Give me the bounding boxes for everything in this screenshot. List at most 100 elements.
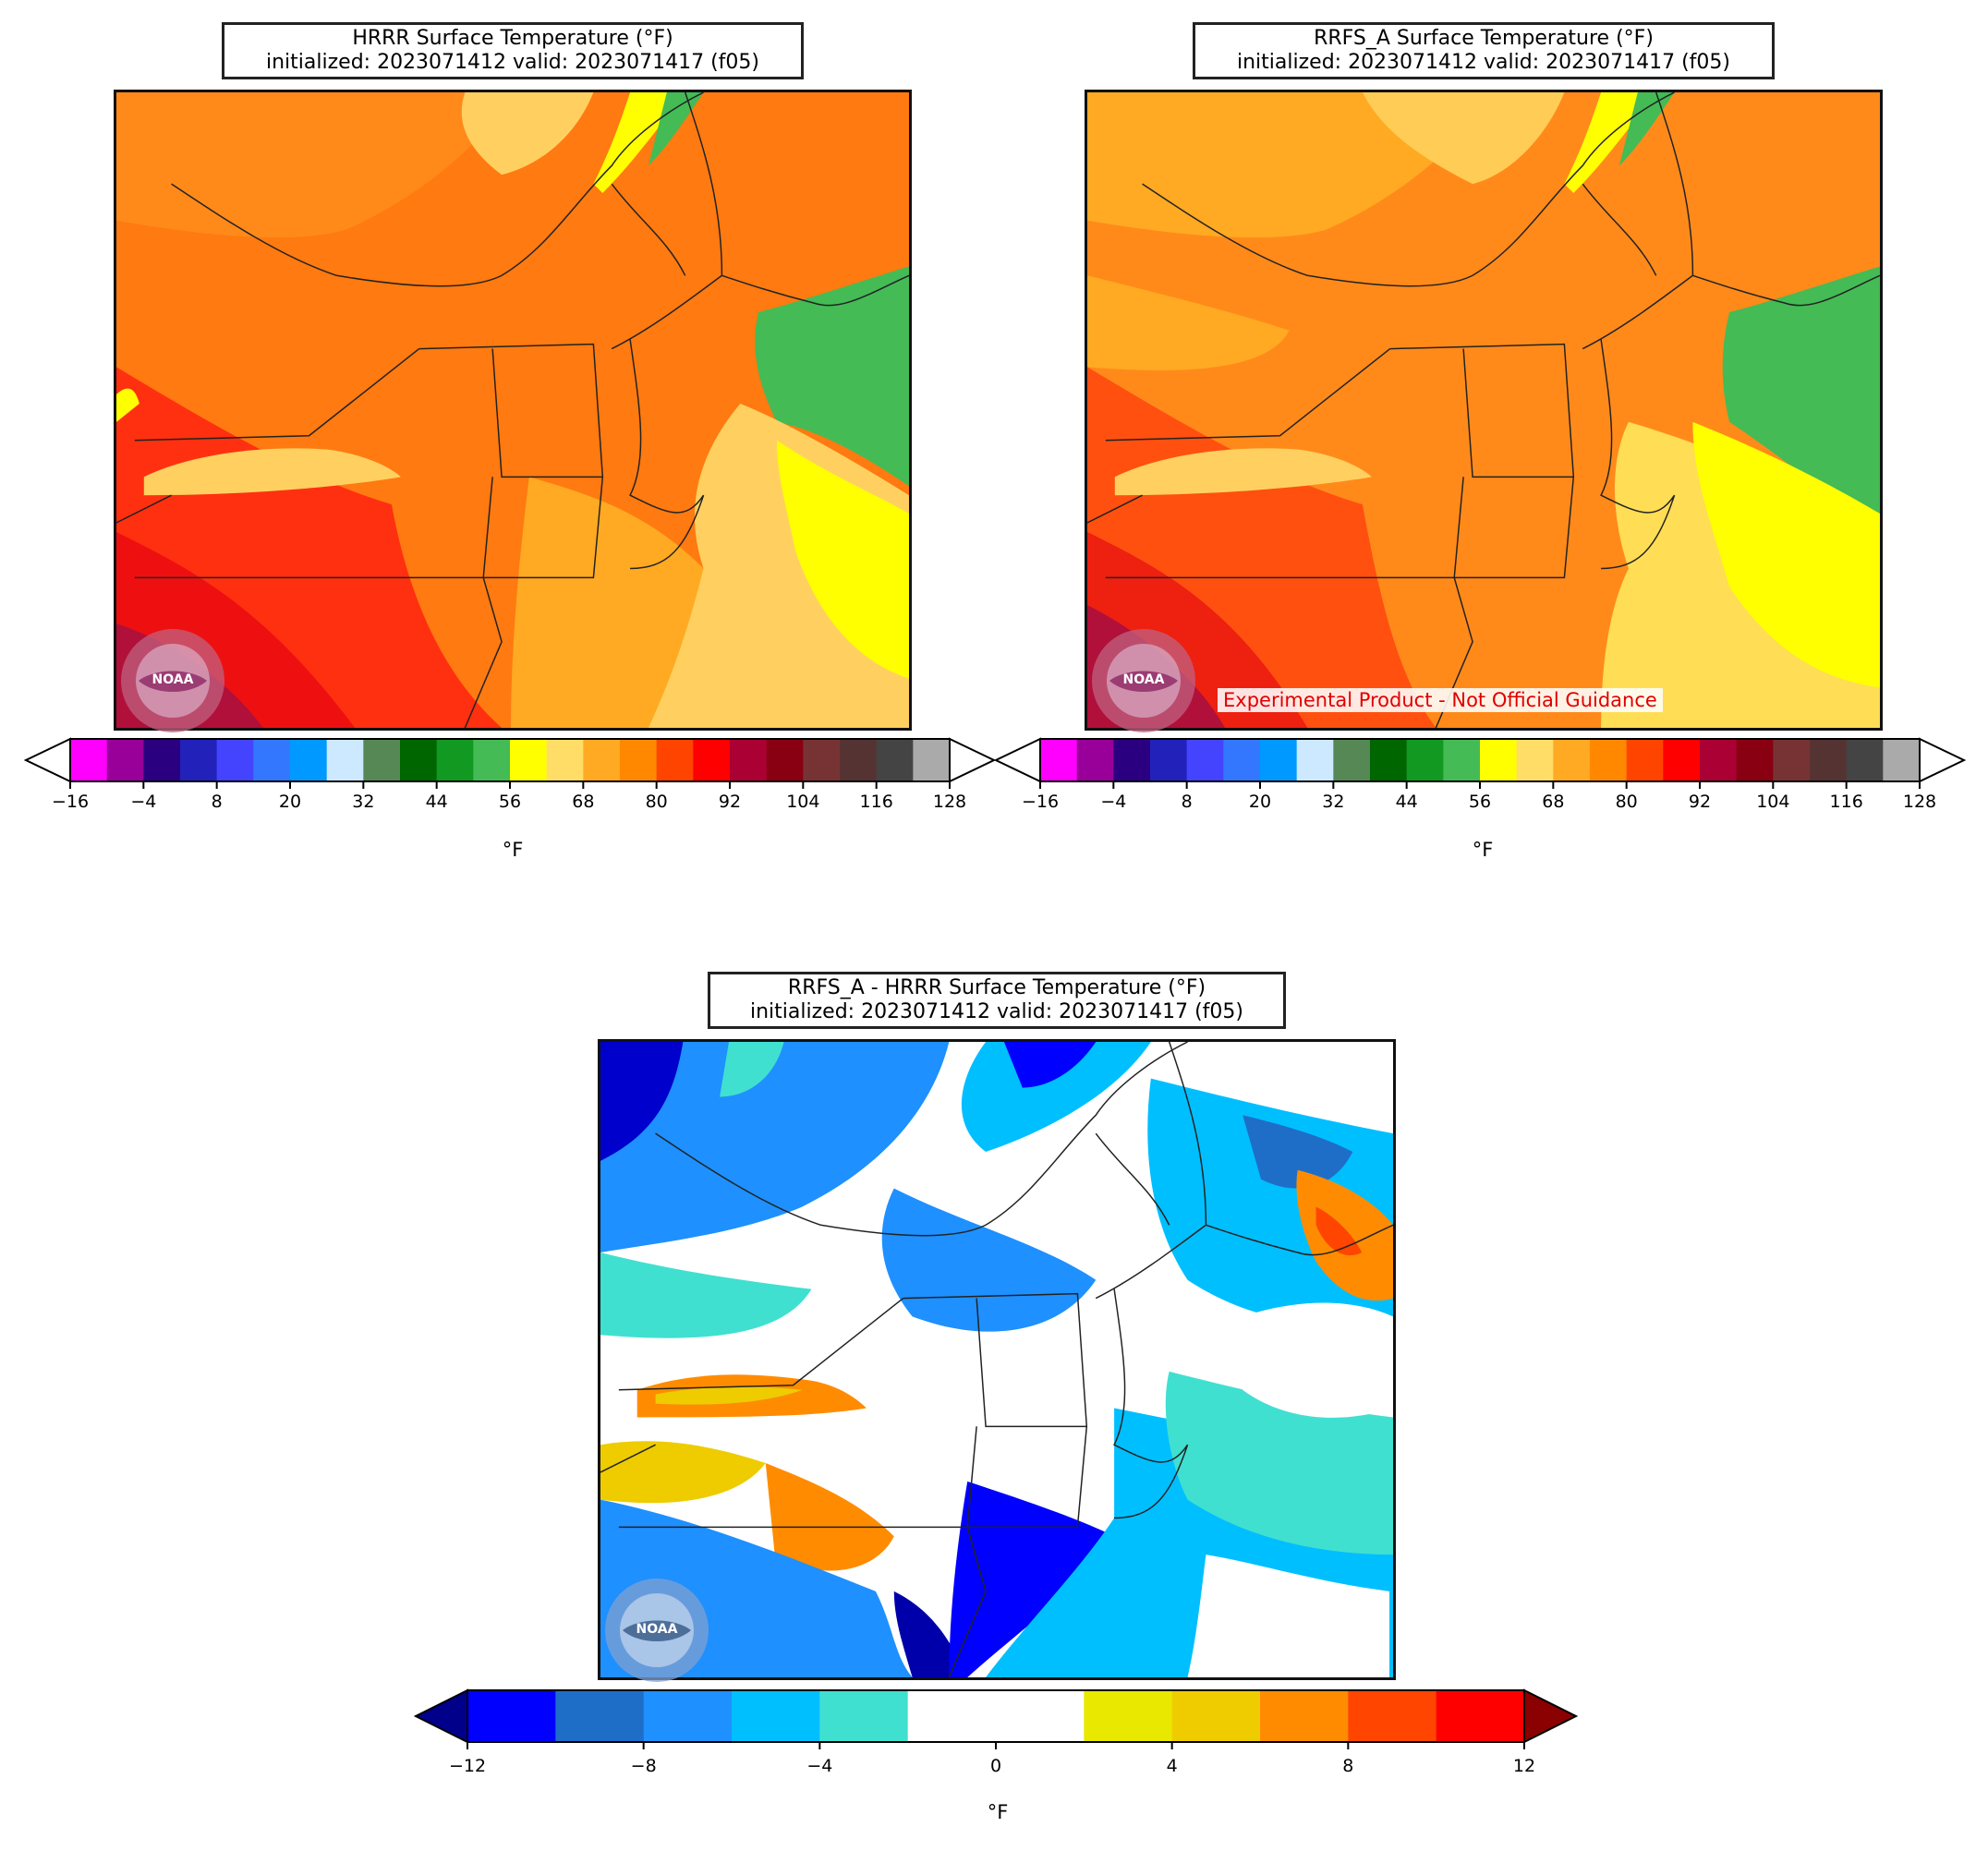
- colorbar-tick-label: −16: [1022, 792, 1059, 812]
- colorbar-tick-label: 32: [1322, 792, 1344, 812]
- rrfs-colorbar-unit: °F: [1472, 839, 1494, 861]
- diff-colorbar: −12 −8 −4 0 4 8 12: [413, 1688, 1580, 1799]
- colorbar-segment: [693, 739, 731, 781]
- colorbar-tick-label: 8: [1182, 792, 1193, 812]
- colorbar-segment: [1700, 739, 1738, 781]
- hrrr-title-line2: initialized: 2023071412 valid: 202307141…: [266, 51, 759, 74]
- colorbar-segment: [876, 739, 914, 781]
- logo-text: NOAA: [636, 1622, 678, 1637]
- rrfs-colorbar: −16 −4 8 20 32 44 56 68 80 92 104 116 128: [993, 737, 1968, 835]
- colorbar-segment: [1370, 739, 1408, 781]
- colorbar-tick-label: 8: [212, 792, 223, 812]
- colorbar-segment: [1590, 739, 1628, 781]
- colorbar-tick-label: 128: [1903, 792, 1936, 812]
- colorbar-segment: [1626, 739, 1664, 781]
- experimental-banner: Experimental Product - Not Official Guid…: [1218, 688, 1663, 712]
- hrrr-colorbar-svg: −16 −4 8 20 32 44 56 68 80 92 104 116 128: [23, 737, 997, 812]
- colorbar-segment: [253, 739, 291, 781]
- rrfs-noaa-logo: NOAA: [1089, 626, 1198, 735]
- colorbar-over-arrow: [1919, 737, 1967, 783]
- colorbar-tick-label: 0: [990, 1756, 1001, 1776]
- colorbar-tick-label: 20: [279, 792, 301, 812]
- noaa-seal-icon: NOAA: [1092, 629, 1195, 732]
- colorbar-segment: [730, 739, 768, 781]
- colorbar-segment: [766, 739, 804, 781]
- colorbar-segment: [467, 1690, 556, 1742]
- colorbar-under-arrow: [23, 737, 71, 783]
- colorbar-tick-label: 128: [933, 792, 966, 812]
- colorbar-segment: [620, 739, 658, 781]
- colorbar-tick-label: 92: [719, 792, 741, 812]
- diff-title: RRFS_A - HRRR Surface Temperature (°F) i…: [708, 972, 1286, 1029]
- diff-colorbar-unit: °F: [987, 1801, 1009, 1823]
- colorbar-segment: [643, 1690, 733, 1742]
- colorbar-segment: [555, 1690, 645, 1742]
- colorbar-segment: [1516, 739, 1554, 781]
- colorbar-segment: [510, 739, 548, 781]
- noaa-seal-icon: NOAA: [121, 629, 224, 732]
- diff-title-line1: RRFS_A - HRRR Surface Temperature (°F): [787, 976, 1206, 999]
- colorbar-over-arrow: [1523, 1688, 1579, 1744]
- hrrr-title-line1: HRRR Surface Temperature (°F): [352, 27, 673, 50]
- noaa-seal-icon: NOAA: [605, 1579, 709, 1682]
- colorbar-tick-label: 104: [786, 792, 819, 812]
- diff-temperature-field: [600, 1042, 1393, 1677]
- colorbar-tick-label: −8: [631, 1756, 657, 1776]
- colorbar-over-arrow: [949, 737, 997, 783]
- colorbar-segment: [1663, 739, 1701, 781]
- colorbar-segment: [1480, 739, 1518, 781]
- diff-title-line2: initialized: 2023071412 valid: 202307141…: [750, 1000, 1243, 1023]
- colorbar-tick-label: 8: [1342, 1756, 1353, 1776]
- colorbar-segment: [1443, 739, 1481, 781]
- colorbar-tick-label: −4: [130, 792, 156, 812]
- colorbar-segment: [819, 1690, 909, 1742]
- diff-colorbar-svg: −12 −8 −4 0 4 8 12: [413, 1688, 1579, 1776]
- hrrr-temperature-field: [116, 92, 909, 728]
- colorbar-tick-label: 68: [1542, 792, 1564, 812]
- colorbar-segment: [216, 739, 254, 781]
- colorbar-tick-label: −4: [806, 1756, 832, 1776]
- colorbar-segment: [907, 1690, 997, 1742]
- colorbar-tick-label: −12: [449, 1756, 486, 1776]
- colorbar-segment: [70, 739, 108, 781]
- colorbar-segment: [290, 739, 328, 781]
- colorbar-segment: [1186, 739, 1224, 781]
- colorbar-segment: [1553, 739, 1591, 781]
- colorbar-segment: [436, 739, 474, 781]
- colorbar-tick-label: −16: [52, 792, 89, 812]
- hrrr-colorbar-unit: °F: [502, 839, 524, 861]
- colorbar-segment: [363, 739, 401, 781]
- colorbar-tick-label: 44: [1396, 792, 1418, 812]
- colorbar-tick-label: 68: [572, 792, 594, 812]
- colorbar-tick-label: 56: [499, 792, 521, 812]
- colorbar-segment: [1040, 739, 1078, 781]
- colorbar-segment: [1260, 1690, 1349, 1742]
- rrfs-title-line1: RRFS_A Surface Temperature (°F): [1314, 27, 1654, 50]
- colorbar-segment: [326, 739, 364, 781]
- hrrr-map: [114, 90, 912, 731]
- colorbar-tick-label: 12: [1513, 1756, 1535, 1776]
- colorbar-tick-label: 44: [426, 792, 448, 812]
- rrfs-title-line2: initialized: 2023071412 valid: 202307141…: [1237, 51, 1730, 74]
- rrfs-temperature-field: [1087, 92, 1880, 728]
- colorbar-segment: [1810, 739, 1848, 781]
- colorbar-tick-label: 116: [860, 792, 893, 812]
- colorbar-tick-label: 32: [352, 792, 374, 812]
- colorbar-segment: [1333, 739, 1371, 781]
- diff-noaa-logo: NOAA: [602, 1576, 711, 1685]
- colorbar-segment: [546, 739, 584, 781]
- colorbar-segment: [106, 739, 144, 781]
- hrrr-title: HRRR Surface Temperature (°F) initialize…: [222, 22, 804, 79]
- rrfs-map: [1085, 90, 1883, 731]
- colorbar-segment: [1260, 739, 1298, 781]
- colorbar-segment: [1348, 1690, 1437, 1742]
- colorbar-segment: [803, 739, 841, 781]
- colorbar-segment: [913, 739, 951, 781]
- diff-boundaries: [600, 1042, 1393, 1677]
- colorbar-segment: [1113, 739, 1151, 781]
- colorbar-segment: [400, 739, 438, 781]
- rrfs-colorbar-svg: −16 −4 8 20 32 44 56 68 80 92 104 116 128: [993, 737, 1967, 812]
- colorbar-segment: [656, 739, 694, 781]
- colorbar-segment: [1883, 739, 1921, 781]
- colorbar-segment: [1171, 1690, 1261, 1742]
